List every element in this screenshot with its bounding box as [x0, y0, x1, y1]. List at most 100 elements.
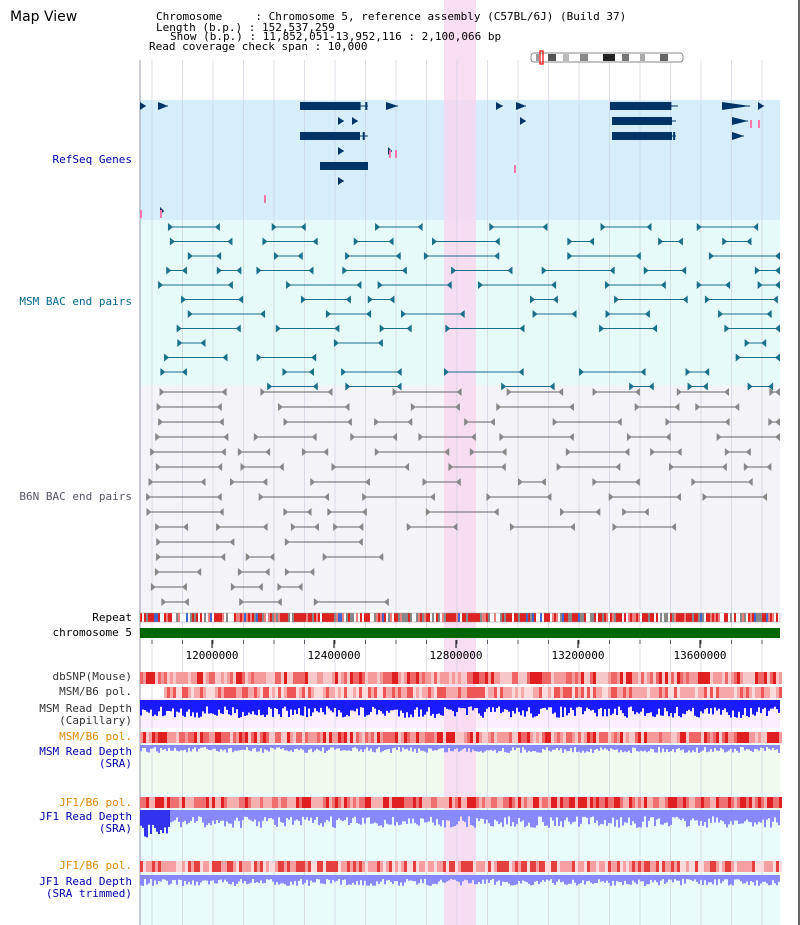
- msm-depth-cap-bar: [688, 700, 690, 710]
- jf1-trim-depth-bar: [574, 875, 576, 883]
- track-label-msm-b6-pol2[interactable]: MSM/B6 pol.: [59, 730, 132, 743]
- msm-depth-sra-bar: [518, 745, 520, 748]
- jf1-b6-pol2-strip: [596, 861, 599, 872]
- msm-b6-pol-strip: [509, 687, 512, 698]
- repeat-segment: [236, 613, 238, 622]
- jf1-trim-depth-bar: [142, 875, 144, 886]
- jf1-b6-pol2-strip: [758, 861, 761, 872]
- msm-depth-cap-bar: [386, 700, 388, 711]
- msm-depth-sra-bar: [474, 745, 476, 751]
- msm-depth-sra-bar: [728, 745, 730, 751]
- msm-depth-cap-bar: [644, 700, 646, 716]
- repeat-segment: [422, 613, 424, 622]
- msm-b6-pol-strip: [215, 687, 218, 698]
- jf1-depth-bar: [296, 810, 298, 820]
- msm-depth-sra-bar: [148, 745, 150, 753]
- msm-depth-sra-bar: [756, 745, 758, 750]
- track-label-msm-depth-sra[interactable]: MSM Read Depth: [39, 745, 132, 758]
- msm-b6-pol2-strip: [359, 732, 362, 743]
- msm-depth-cap-bar: [462, 700, 464, 709]
- msm-depth-sra-bar: [378, 745, 380, 748]
- jf1-trim-depth-bar: [734, 875, 736, 880]
- jf1-depth-bar: [292, 810, 294, 825]
- jf1-depth-bar: [404, 810, 406, 822]
- msm-depth-cap-bar: [610, 700, 612, 716]
- jf1-b6-pol-strip: [773, 797, 776, 808]
- msm-depth-sra-bar: [696, 745, 698, 748]
- jf1-trim-depth-bar: [716, 875, 718, 886]
- repeat-segment: [594, 613, 596, 622]
- track-label-jf1-b6-pol[interactable]: JF1/B6 pol.: [59, 796, 132, 809]
- jf1-depth-bar: [280, 810, 282, 823]
- repeat-segment: [652, 613, 654, 622]
- track-label-repeat[interactable]: Repeat: [92, 611, 132, 624]
- jf1-depth-bar: [708, 810, 710, 819]
- msm-depth-sra-bar: [188, 745, 190, 748]
- track-label-jf1-b6-pol2[interactable]: JF1/B6 pol.: [59, 859, 132, 872]
- repeat-segment: [770, 613, 772, 622]
- track-label-b6n-bac[interactable]: B6N BAC end pairs: [19, 490, 132, 503]
- jf1-trim-depth-bar: [412, 875, 414, 882]
- jf1-b6-pol2-strip: [455, 861, 458, 872]
- msm-b6-pol-strip: [266, 687, 269, 698]
- repeat-segment: [446, 613, 448, 622]
- track-label-jf1-depth[interactable]: JF1 Read Depth: [39, 810, 132, 823]
- msm-depth-cap-bar: [540, 700, 542, 709]
- msm-depth-cap-bar: [336, 700, 338, 717]
- repeat-segment: [520, 613, 522, 622]
- jf1-trim-depth-bar: [726, 875, 728, 880]
- repeat-segment: [166, 613, 168, 622]
- msm-depth-cap-bar: [354, 700, 356, 712]
- msm-depth-sra-bar: [444, 745, 446, 753]
- jf1-depth-bar: [610, 810, 612, 824]
- jf1-trim-depth-bar: [590, 875, 592, 883]
- repeat-segment: [228, 613, 230, 622]
- msm-b6-pol2-strip: [416, 732, 419, 743]
- jf1-depth-bar: [584, 810, 586, 817]
- track-label-msm-depth-cap[interactable]: MSM Read Depth: [39, 702, 132, 715]
- msm-b6-pol2-strip: [431, 732, 434, 743]
- msm-depth-sra-bar: [296, 745, 298, 749]
- track-label-refseq[interactable]: RefSeq Genes: [52, 153, 132, 166]
- jf1-trim-depth-bar: [552, 875, 554, 883]
- jf1-trim-depth-bar: [146, 875, 148, 885]
- repeat-segment: [532, 613, 534, 622]
- jf1-b6-pol-strip: [338, 797, 341, 808]
- msm-bac-end: [635, 252, 641, 260]
- repeat-segment: [626, 613, 628, 622]
- track-label-chromosome[interactable]: chromosome 5: [52, 626, 132, 639]
- jf1-trim-depth-bar: [158, 875, 160, 882]
- jf1-trim-depth-bar: [594, 875, 596, 884]
- msm-depth-cap-bar: [178, 700, 180, 713]
- msm-depth-sra-bar: [682, 745, 684, 750]
- msm-depth-cap-bar: [570, 700, 572, 708]
- track-label-msm-bac[interactable]: MSM BAC end pairs: [19, 295, 132, 308]
- b6n-bac-end: [470, 433, 476, 441]
- jf1-depth-bar: [332, 810, 334, 828]
- msm-b6-pol2-strip: [503, 732, 506, 743]
- jf1-depth-bar: [586, 810, 588, 818]
- jf1-trim-depth-bar: [326, 875, 328, 880]
- jf1-trim-depth-bar: [424, 875, 426, 879]
- msm-b6-pol-strip: [260, 687, 263, 698]
- msm-bac-end: [477, 281, 483, 289]
- jf1-b6-pol-strip: [527, 797, 530, 808]
- msm-b6-pol2-strip: [521, 732, 524, 743]
- jf1-b6-pol2-strip: [734, 861, 737, 872]
- jf1-b6-pol2-strip: [662, 861, 665, 872]
- jf1-depth-bar: [576, 810, 578, 817]
- msm-b6-pol2-strip: [530, 732, 533, 743]
- msm-b6-pol2-strip: [464, 732, 467, 743]
- jf1-trim-depth-bar: [256, 875, 258, 883]
- track-label-dbsnp[interactable]: dbSNP(Mouse): [52, 670, 132, 683]
- b6n-bac-end: [344, 403, 350, 411]
- msm-depth-sra-bar: [694, 745, 696, 753]
- jf1-depth-bar: [214, 810, 216, 825]
- track-label-jf1-trim[interactable]: JF1 Read Depth: [39, 875, 132, 888]
- msm-depth-sra-bar: [160, 745, 162, 749]
- track-label-msm-b6-pol[interactable]: MSM/B6 pol.: [59, 685, 132, 698]
- msm-b6-pol-strip: [248, 687, 251, 698]
- jf1-b6-pol2-strip: [374, 861, 377, 872]
- msm-b6-pol-strip: [305, 687, 308, 698]
